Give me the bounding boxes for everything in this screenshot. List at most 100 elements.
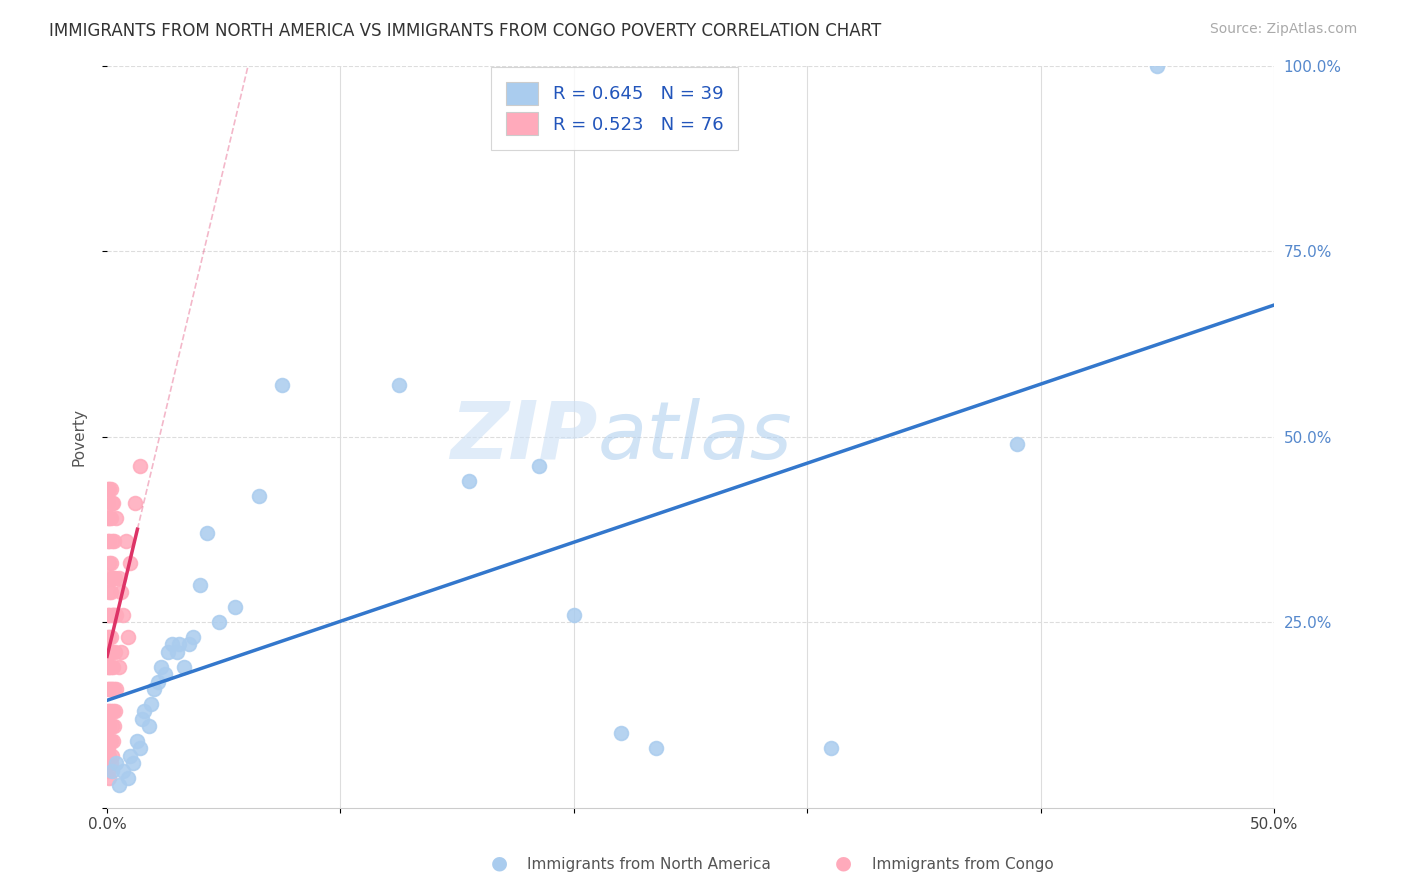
Point: [97, 607, 120, 622]
Point: [98, 659, 121, 673]
Point: [98, 556, 121, 570]
Point: [100, 681, 122, 696]
Text: Immigrants from Congo: Immigrants from Congo: [872, 857, 1053, 872]
Point: [98, 748, 121, 763]
Point: [120, 748, 142, 763]
Point: [97, 734, 120, 748]
Point: [162, 637, 184, 651]
Point: [98, 681, 121, 696]
Point: [104, 571, 127, 585]
Point: [110, 645, 132, 659]
Point: [177, 637, 200, 651]
Point: [121, 756, 143, 771]
Text: ●: ●: [835, 854, 852, 872]
Point: [97, 704, 120, 718]
Point: [388, 377, 411, 392]
Point: [98, 585, 121, 599]
Point: [247, 489, 270, 503]
Point: [98, 734, 121, 748]
Point: [100, 659, 122, 673]
Point: [100, 719, 122, 733]
Point: [169, 637, 191, 651]
Point: [609, 726, 631, 740]
Point: [104, 704, 127, 718]
Point: [124, 496, 146, 510]
Text: ZIP: ZIP: [450, 398, 598, 475]
Point: [173, 659, 195, 673]
Point: [100, 630, 122, 644]
Point: [104, 645, 127, 659]
Point: [148, 674, 170, 689]
Point: [100, 645, 122, 659]
Point: [97, 764, 120, 778]
Point: [149, 659, 172, 673]
Point: [128, 459, 150, 474]
Point: [100, 585, 122, 599]
Point: [101, 607, 124, 622]
Point: [117, 771, 139, 785]
Point: [97, 571, 120, 585]
Point: [527, 459, 550, 474]
Point: [101, 496, 124, 510]
Point: [100, 748, 122, 763]
Text: atlas: atlas: [598, 398, 792, 475]
Text: ●: ●: [491, 854, 508, 872]
Point: [190, 578, 212, 592]
Point: [100, 556, 122, 570]
Point: [141, 697, 163, 711]
Point: [97, 496, 120, 510]
Point: [155, 667, 177, 681]
Point: [134, 704, 156, 718]
Point: [127, 734, 149, 748]
Point: [100, 764, 122, 778]
Point: [97, 719, 120, 733]
Point: [98, 771, 121, 785]
Point: [457, 474, 479, 488]
Point: [100, 511, 122, 525]
Point: [97, 482, 120, 496]
Point: [105, 681, 128, 696]
Point: [98, 704, 121, 718]
Point: [97, 645, 120, 659]
Point: [562, 607, 585, 622]
Point: [101, 704, 124, 718]
Point: [98, 719, 121, 733]
Point: [100, 681, 122, 696]
Text: IMMIGRANTS FROM NORTH AMERICA VS IMMIGRANTS FROM CONGO POVERTY CORRELATION CHART: IMMIGRANTS FROM NORTH AMERICA VS IMMIGRA…: [49, 22, 882, 40]
Point: [98, 607, 121, 622]
Point: [156, 645, 179, 659]
Point: [112, 764, 135, 778]
Point: [98, 630, 121, 644]
Point: [208, 615, 231, 629]
Point: [105, 511, 128, 525]
Point: [100, 607, 122, 622]
Point: [101, 571, 124, 585]
Point: [114, 533, 136, 548]
Point: [97, 756, 120, 771]
Point: [97, 511, 120, 525]
Point: [98, 533, 121, 548]
Point: [105, 607, 128, 622]
Point: [166, 645, 188, 659]
Point: [98, 511, 121, 525]
Point: [100, 704, 122, 718]
Point: [138, 719, 160, 733]
Point: [112, 607, 135, 622]
Point: [142, 681, 165, 696]
Point: [98, 482, 121, 496]
Point: [97, 659, 120, 673]
Point: [120, 556, 142, 570]
Point: [1146, 59, 1168, 73]
Point: [103, 681, 125, 696]
Point: [100, 756, 122, 771]
Point: [100, 496, 122, 510]
Point: [107, 779, 129, 793]
Point: [100, 571, 122, 585]
Point: [820, 741, 842, 756]
Text: Immigrants from North America: Immigrants from North America: [527, 857, 770, 872]
Text: Source: ZipAtlas.com: Source: ZipAtlas.com: [1209, 22, 1357, 37]
Point: [224, 600, 246, 615]
Point: [100, 734, 122, 748]
Point: [107, 571, 129, 585]
Point: [97, 681, 120, 696]
